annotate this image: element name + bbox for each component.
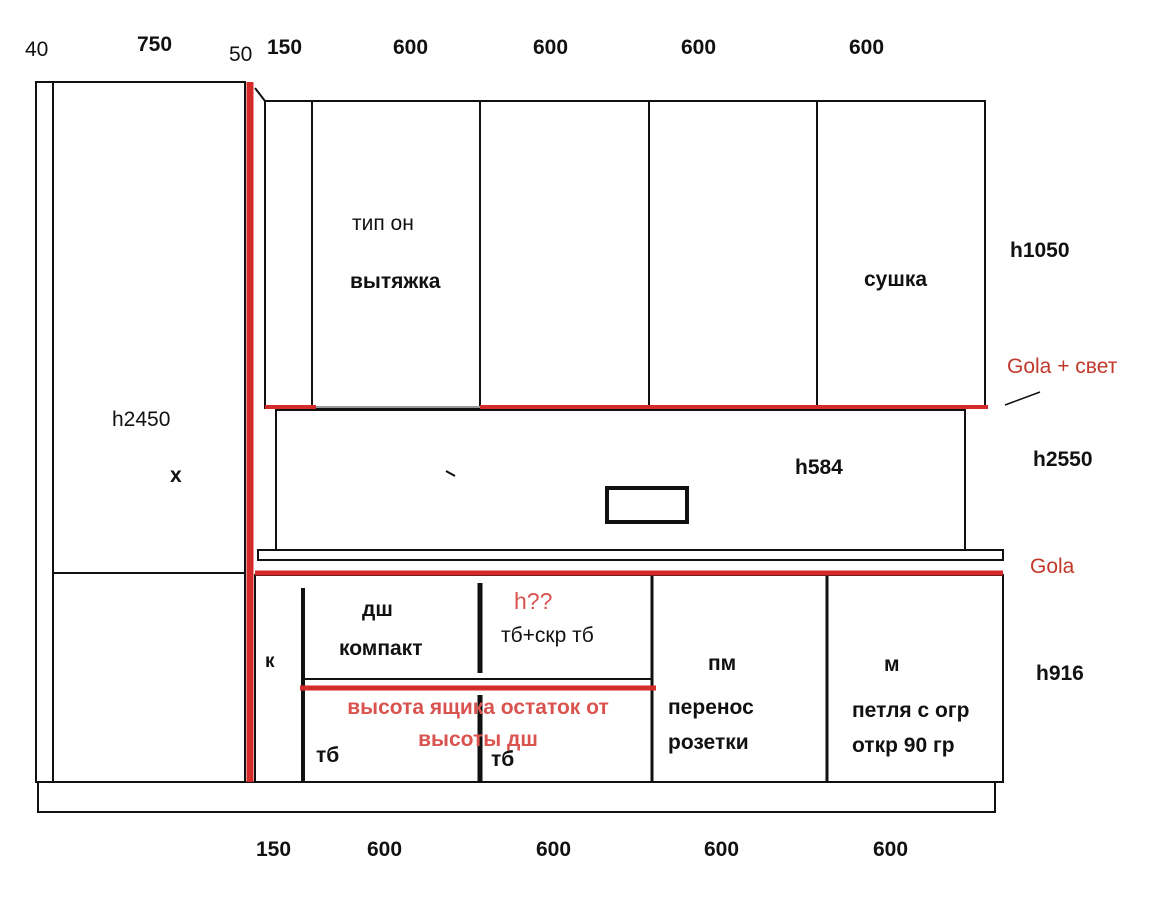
label-hinge-1: петля с огр [852, 699, 970, 722]
gola-pointer [1004, 391, 1041, 406]
label-hinge-2: откр 90 гр [852, 734, 955, 757]
label-k: к [265, 651, 275, 672]
label-dryer: сушка [864, 268, 928, 291]
plinth [37, 781, 996, 813]
label-pm: пм [708, 652, 737, 675]
label-socket-2: розетки [668, 731, 749, 754]
label-socket-1: перенос [668, 696, 754, 719]
tall-unit [52, 81, 246, 783]
label-hood-type: тип он [352, 212, 414, 235]
height-total: h2550 [1033, 448, 1093, 471]
upper-bevel [254, 87, 266, 102]
dim-bottom-600: 600 [873, 838, 909, 861]
label-tb-hidden: тб+скр тб [501, 624, 594, 647]
height-lower: h916 [1036, 662, 1084, 685]
height-tall: h2450 [112, 408, 171, 431]
label-dw-2: компакт [339, 637, 423, 660]
height-backsplash: h584 [795, 456, 843, 479]
label-tb-2: тб [491, 748, 515, 771]
label-dw-1: дш [362, 598, 393, 621]
drawer-note: высота ящика остаток от высоты дш [347, 696, 609, 751]
label-h-question: h?? [514, 588, 553, 614]
dim-top-600: 600 [681, 36, 717, 59]
countertop [257, 549, 1004, 561]
socket-box [605, 486, 689, 524]
backsplash [275, 409, 966, 551]
dim-bottom-600: 600 [536, 838, 572, 861]
upper-cabinets [264, 100, 986, 409]
label-m: м [884, 653, 900, 676]
label-tb-1: тб [316, 744, 340, 767]
label-hood: вытяжка [350, 270, 441, 293]
dim-top-600: 600 [849, 36, 885, 59]
label-gola: Gola [1030, 555, 1075, 578]
dim-bottom-150: 150 [256, 838, 292, 861]
dim-top-600: 600 [393, 36, 429, 59]
stray-mark [445, 470, 456, 477]
tall-unit-side-strip [35, 81, 54, 783]
height-upper: h1050 [1010, 239, 1070, 262]
dim-top-750: 750 [137, 33, 173, 56]
label-gola-light: Gola + свет [1007, 355, 1118, 378]
dim-top-50: 50 [229, 43, 253, 66]
tall-mark: x [170, 464, 182, 487]
dim-top-40: 40 [25, 38, 49, 61]
dim-bottom-600: 600 [704, 838, 740, 861]
dim-top-600: 600 [533, 36, 569, 59]
dim-bottom-600: 600 [367, 838, 403, 861]
dim-top-150: 150 [267, 36, 303, 59]
